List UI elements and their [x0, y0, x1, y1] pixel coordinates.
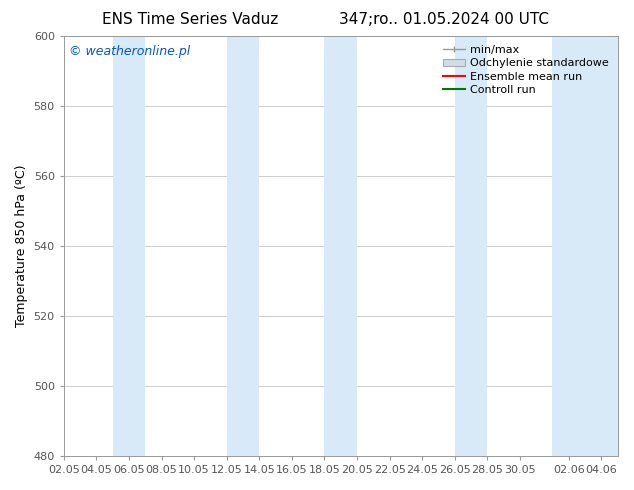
Bar	[113, 36, 145, 456]
Bar	[455, 36, 488, 456]
Bar	[325, 36, 357, 456]
Text: 347;ro.. 01.05.2024 00 UTC: 347;ro.. 01.05.2024 00 UTC	[339, 12, 549, 27]
Legend: min/max, Odchylenie standardowe, Ensemble mean run, Controll run: min/max, Odchylenie standardowe, Ensembl…	[440, 42, 612, 98]
Text: © weatheronline.pl: © weatheronline.pl	[69, 45, 191, 57]
Bar	[227, 36, 259, 456]
Text: ENS Time Series Vaduz: ENS Time Series Vaduz	[102, 12, 278, 27]
Y-axis label: Temperature 850 hPa (ºC): Temperature 850 hPa (ºC)	[15, 165, 28, 327]
Bar	[552, 36, 618, 456]
